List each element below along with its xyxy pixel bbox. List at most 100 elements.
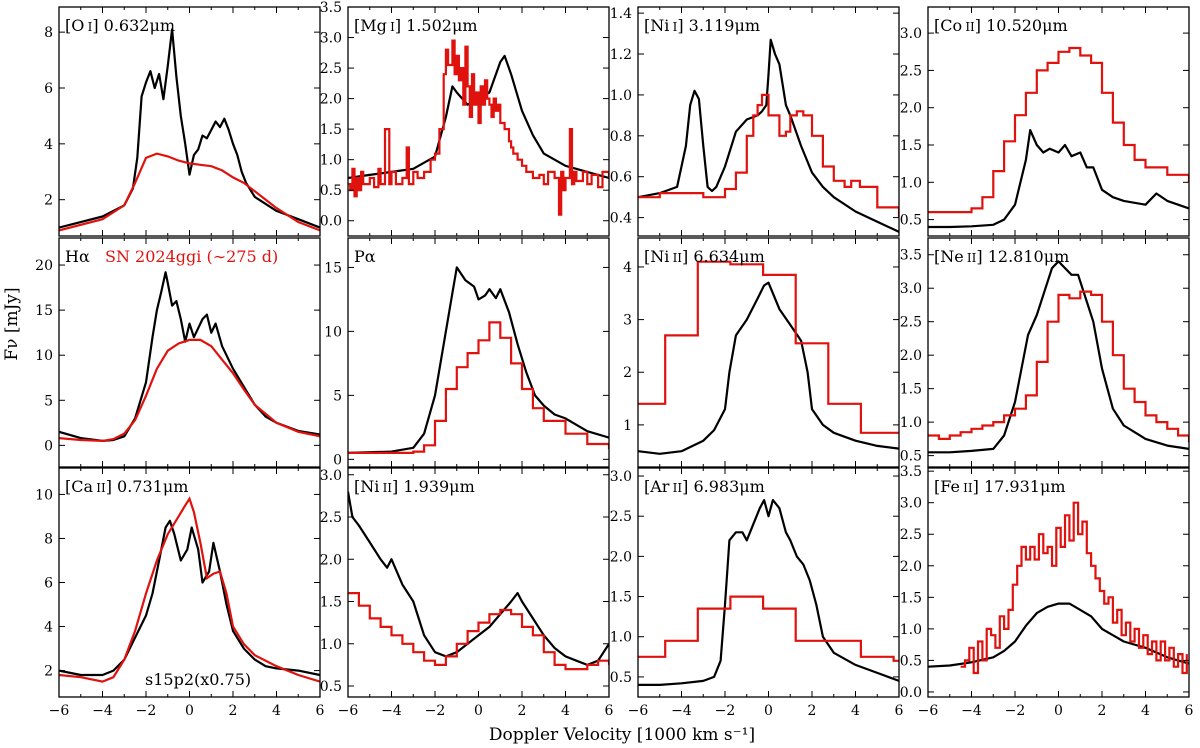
observed-series-line (348, 321, 609, 454)
ion-stage: II (673, 251, 683, 265)
y-tick-label: 1.5 (320, 122, 342, 138)
y-tick-label: 0.5 (900, 653, 922, 669)
line-species: [Ne (934, 247, 967, 266)
y-tick-label: 1.0 (900, 622, 922, 638)
panel-frame (58, 6, 321, 237)
observed-series-line (928, 46, 1189, 214)
y-tick-label: 6 (44, 81, 53, 97)
y-tick-label: 0.0 (320, 214, 342, 230)
x-tick-label: −6 (918, 703, 939, 719)
y-tick-label: 2.5 (320, 61, 342, 77)
line-wavelength: ] 0.632μm (92, 16, 175, 35)
y-tick-label: 4 (623, 260, 632, 276)
y-tick-label: 2 (44, 193, 53, 209)
x-tick-label: 2 (518, 703, 527, 719)
y-tick-label: 2 (623, 365, 632, 381)
panel-4: 0.5 1.0 1.5 2.0 2.5 3.0 [Co II] 10.520μm (900, 6, 1190, 237)
x-tick-label: −2 (425, 703, 446, 719)
y-tick-label: 3.5 (900, 248, 922, 264)
panel-2: 0.0 0.5 1.0 1.5 2.0 2.5 3.0 3.5 [Mg I] 1.502μm (320, 0, 610, 237)
y-tick-label: 10 (35, 348, 53, 364)
y-tick-label: 0.5 (320, 679, 342, 695)
x-tick-label: −2 (715, 703, 736, 719)
x-tick-label: 6 (895, 703, 904, 719)
y-tick-label: 3.5 (900, 464, 922, 480)
panel-title: [Ni I] 3.119μm (644, 16, 760, 35)
panel-title: [Ni II] 6.634μm (644, 247, 765, 266)
x-tick-label: 0 (1054, 703, 1063, 719)
y-tick-label: 2.5 (610, 509, 632, 525)
panel-title: [Mg I] 1.502μm (354, 16, 478, 35)
y-tick-label: 4 (44, 620, 53, 636)
model-series-line (928, 602, 1189, 668)
line-species: [Ni (644, 16, 673, 35)
y-tick-label: 2.5 (320, 510, 342, 526)
line-wavelength: ] 3.119μm (677, 16, 760, 35)
x-tick-label: 2 (808, 703, 817, 719)
x-tick-label: −4 (961, 703, 982, 719)
line-species: [Ar (644, 477, 673, 496)
line-species: [Ni (354, 477, 383, 496)
line-species: [O (65, 16, 88, 35)
line-species: [Ca (65, 477, 96, 496)
model-series-line (348, 491, 609, 667)
model-series-line (59, 28, 320, 229)
y-tick-label: 4 (44, 137, 53, 153)
y-tick-label: 8 (44, 531, 53, 547)
ion-stage: II (963, 481, 973, 495)
ion-stage: II (383, 481, 393, 495)
ion-stage: I (673, 20, 678, 34)
panel-title: [O I] 0.632μm (65, 16, 175, 35)
x-tick-label: 6 (605, 703, 614, 719)
y-tick-label: 2.0 (610, 549, 632, 565)
y-tick-label: 1.0 (900, 415, 922, 431)
y-tick-label: 8 (44, 25, 53, 41)
y-tick-label: 2.5 (900, 315, 922, 331)
y-tick-label: 15 (35, 303, 53, 319)
panel-title: [Ni II] 1.939μm (354, 477, 475, 496)
panel-title: [Ne II] 12.810μm (934, 247, 1069, 266)
observed-series-line (960, 501, 1188, 675)
observed-series-line (638, 260, 899, 434)
panel-10: −6 −4 −2 0 2 4 6 0.5 1.0 1.5 2.0 2.5 3.0 [Ni II] 1.93… (320, 467, 614, 719)
y-tick-label: 0.4 (610, 211, 632, 227)
y-tick-label: 1.5 (320, 595, 342, 611)
panel-frame (637, 6, 900, 237)
line-species: [Ni (644, 247, 673, 266)
observed-series-line (928, 290, 1189, 443)
y-tick-label: 0.5 (610, 670, 632, 686)
y-tick-label: 0.0 (900, 685, 922, 701)
y-tick-label: 3.0 (900, 26, 922, 42)
ion-stage: I (390, 20, 395, 34)
y-tick-label: 2 (44, 664, 53, 680)
y-tick-label: 0 (333, 452, 342, 468)
line-species: [Mg (354, 16, 390, 35)
y-tick-label: 2.0 (320, 552, 342, 568)
model-series-line (59, 271, 320, 442)
panel-9: −6 −4 −2 0 2 4 6 2 4 6 8 10 [Ca II] 0.731μm s15p2(x0.… (35, 467, 325, 719)
x-tick-label: −4 (381, 703, 402, 719)
model-series-line (638, 281, 899, 455)
panel-title: [Co II] 10.520μm (934, 16, 1068, 35)
x-tick-label: 4 (561, 703, 570, 719)
line-wavelength: ] 17.931μm (973, 477, 1066, 496)
y-tick-label: 1.0 (610, 630, 632, 646)
panel-frame (637, 467, 900, 698)
y-tick-label: 3.0 (320, 31, 342, 47)
line-species: [Co (934, 16, 965, 35)
x-tick-label: 6 (316, 703, 325, 719)
x-tick-label: −6 (49, 703, 70, 719)
panel-7: 1 2 3 4 [Ni II] 6.634μm (623, 237, 900, 468)
y-tick-label: 1.5 (900, 138, 922, 154)
panel-title: Pα (354, 247, 376, 266)
panel-5: 0 5 10 15 20 Hα SN 2024ggi (∼275 d) (35, 237, 321, 468)
panel-frame (347, 467, 610, 698)
panel-12: −6 −4 −2 0 2 4 6 0.0 0.5 1.0 1.5 2.0 2.5 3.0 3.5 [Fe II… (900, 464, 1194, 719)
ion-stage: II (96, 481, 106, 495)
y-tick-label: 1.0 (610, 88, 632, 104)
y-tick-label: 3.0 (610, 469, 632, 485)
observed-series-line (59, 338, 320, 443)
line-wavelength: ] 12.810μm (976, 247, 1069, 266)
